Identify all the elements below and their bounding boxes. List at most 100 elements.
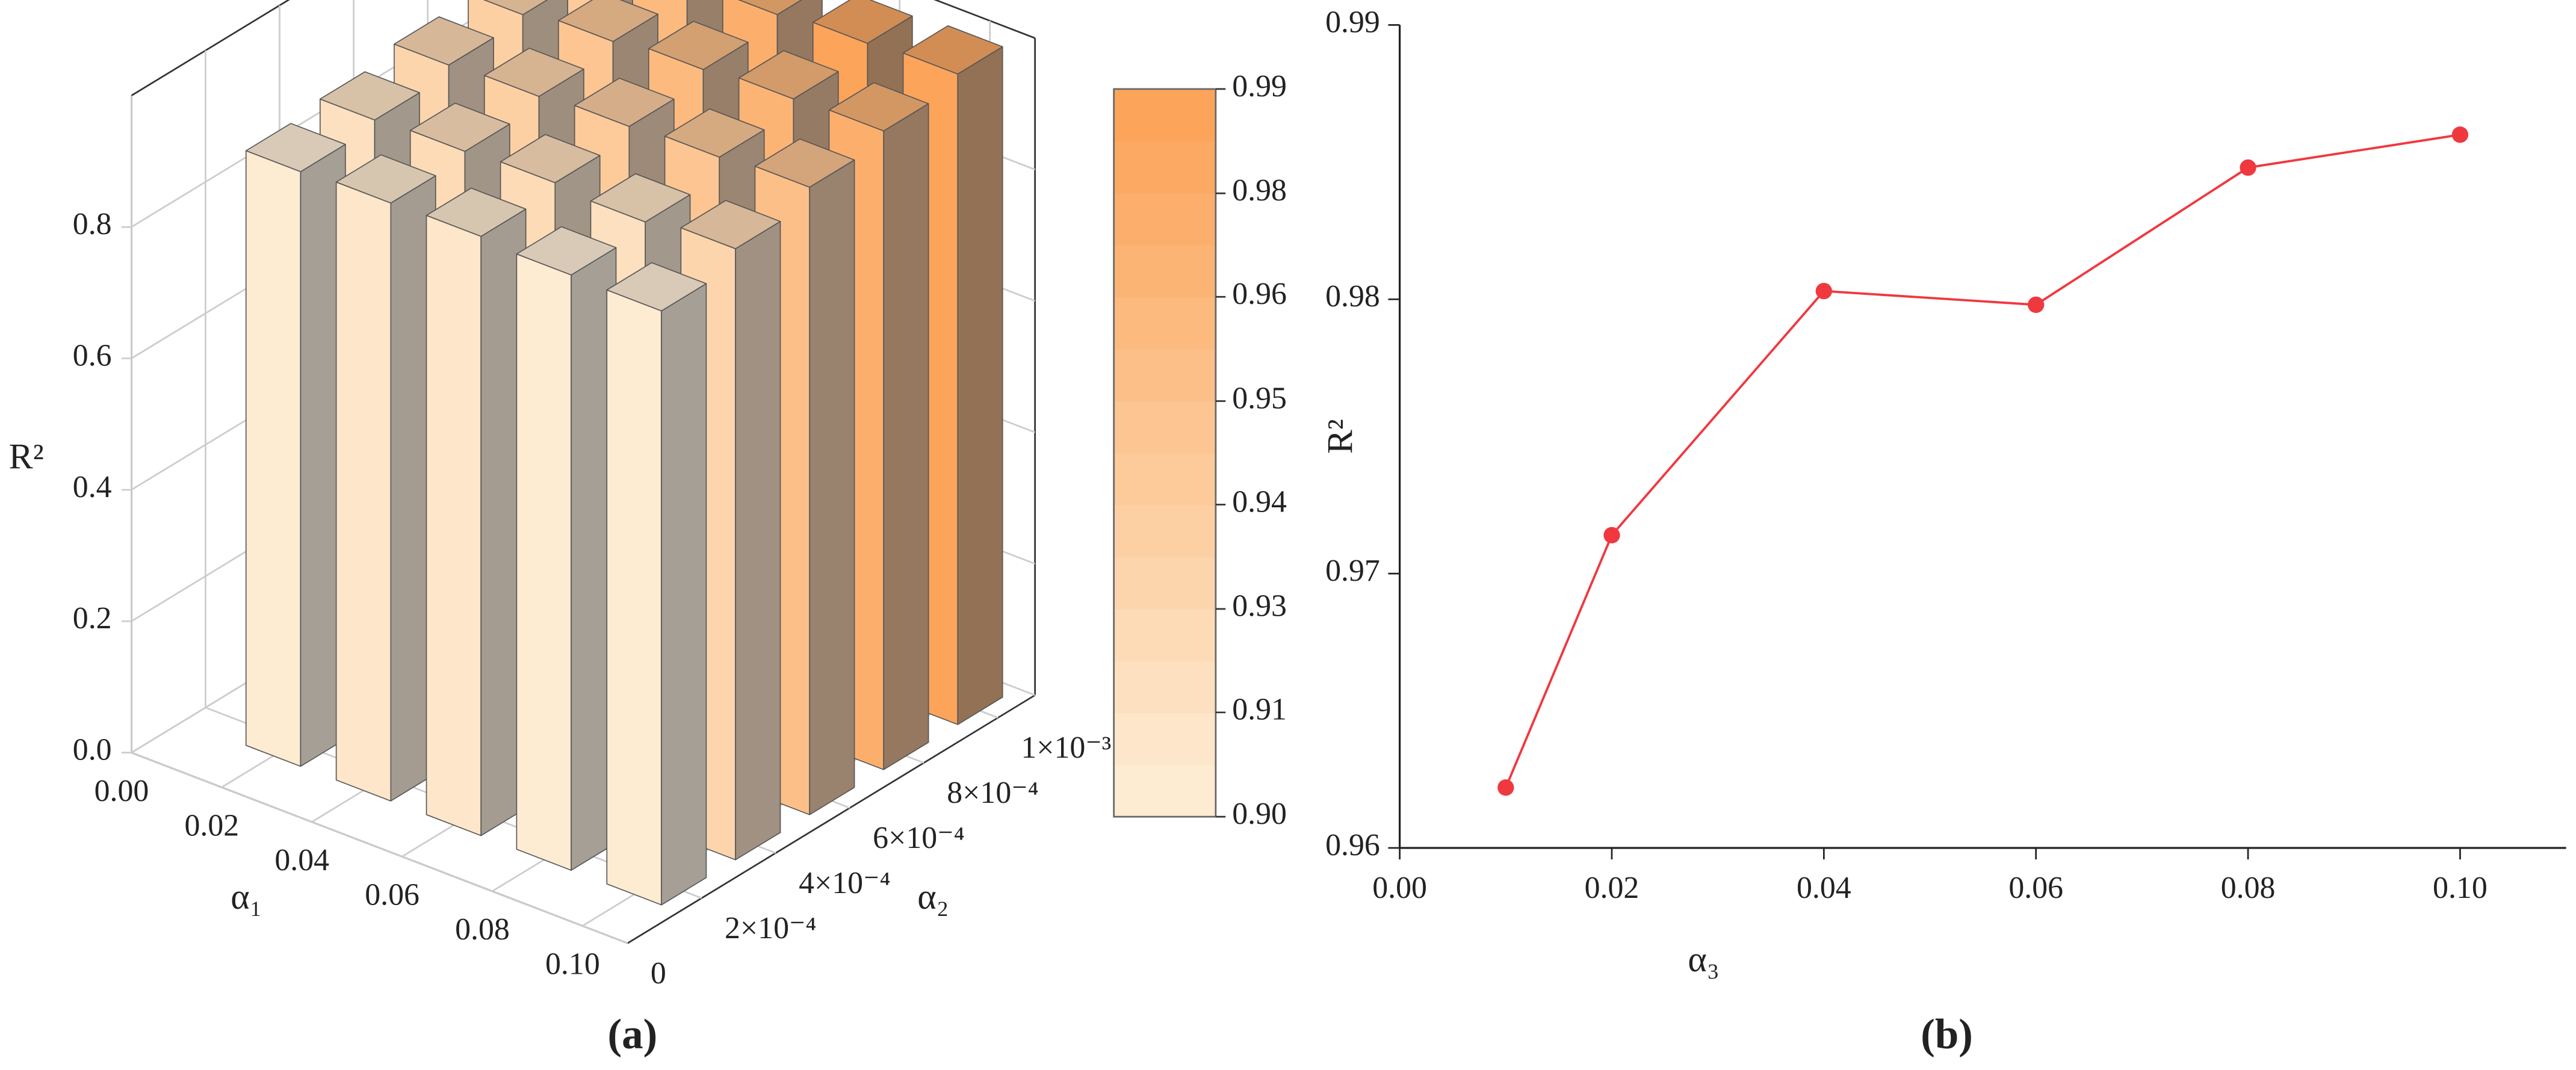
colorbar-frame: [1113, 88, 1217, 818]
x-tick-label: 0.08: [2221, 871, 2276, 905]
bar-top: [516, 226, 617, 276]
colorbar-band: [1113, 348, 1216, 401]
bar3d: [335, 154, 436, 802]
colorbar-band: [1113, 557, 1216, 610]
x-tick-label: 0.02: [1585, 871, 1639, 905]
axis-line: [627, 694, 1036, 944]
bar-top: [558, 0, 658, 42]
x-tick-label: 0.04: [274, 843, 329, 877]
bar-side: [883, 103, 929, 770]
bar3d: [426, 187, 527, 837]
colorbar-tick-label: 0.98: [1232, 173, 1287, 208]
colorbar-band: [1113, 245, 1216, 298]
bar-side: [661, 283, 707, 906]
colorbar-band: [1113, 661, 1216, 714]
bar3d: [245, 123, 346, 767]
colorbar-band: [1113, 401, 1216, 454]
data-point: [2028, 296, 2045, 314]
y-tick-label: 1×10⁻³: [1021, 731, 1111, 765]
x-tick-label: 0.00: [94, 774, 149, 808]
bar-top: [738, 0, 802, 16]
data-point: [2240, 159, 2256, 176]
bar3d: [606, 262, 707, 906]
y-tick-label: 0: [651, 956, 666, 991]
y-tick-label: 0.99: [1325, 5, 1380, 39]
axis-line: [933, 0, 1036, 39]
colorbar-band: [1113, 193, 1216, 246]
bar-top: [500, 134, 601, 184]
y-tick-label: 0.96: [1325, 828, 1380, 862]
bar-top: [680, 200, 781, 250]
colorbar-band: [1113, 504, 1216, 558]
bar-top: [320, 71, 420, 121]
z-tick-label: 0.4: [73, 470, 112, 504]
bar-top: [335, 154, 436, 204]
colorbar-tick-label: 0.93: [1232, 589, 1287, 623]
x-axis-title: α₃: [1688, 939, 1719, 979]
bar-front: [245, 150, 302, 767]
z-tick-label: 0.8: [73, 207, 112, 241]
bar-top: [483, 48, 584, 97]
grid-line: [131, 752, 628, 944]
x-tick-label: 0.10: [545, 947, 600, 982]
bar-top: [606, 262, 707, 312]
colorbar-band: [1113, 608, 1216, 661]
panel-label: (b): [1921, 1011, 1973, 1058]
bar-top: [828, 82, 929, 132]
bar-front: [335, 181, 392, 802]
z-tick-label: 0.2: [73, 601, 112, 636]
bar-top: [394, 16, 494, 66]
data-point: [1815, 282, 1832, 300]
y-tick-label: 8×10⁻⁴: [947, 776, 1039, 810]
colorbar-band: [1113, 141, 1216, 194]
x-tick-label: 0.06: [2008, 871, 2063, 905]
colorbar-tick-label: 0.91: [1232, 693, 1287, 727]
z-tick-label: 0.6: [73, 338, 112, 373]
colorbar-band: [1113, 88, 1216, 142]
bar-top: [902, 25, 1003, 75]
bar3d: [516, 226, 617, 871]
colorbar-band: [1113, 297, 1216, 350]
colorbar-tick-label: 0.99: [1232, 69, 1287, 104]
z-tick-label: 0.0: [73, 733, 112, 767]
bar-front: [516, 253, 572, 871]
axis-line: [131, 0, 290, 96]
colorbar-tick-label: 0.94: [1232, 484, 1287, 519]
x-tick-label: 0.00: [1372, 871, 1427, 905]
colorbar-band: [1113, 713, 1216, 765]
bar-top: [574, 78, 675, 127]
bar-top: [664, 108, 765, 158]
z-axis-title: R²: [9, 436, 44, 477]
y-tick-label: 0.98: [1325, 279, 1380, 314]
y-axis-title: α₂: [917, 876, 949, 917]
x-tick-label: 0.06: [365, 878, 420, 912]
bar-top: [812, 0, 913, 44]
bar-top: [426, 187, 527, 237]
y-tick-label: 0.97: [1325, 554, 1380, 588]
data-line: [1505, 133, 2460, 788]
data-point: [1603, 527, 1620, 543]
data-point: [1497, 779, 1514, 796]
x-axis-title: α₁: [231, 876, 262, 917]
x-tick-label: 0.10: [2433, 871, 2488, 905]
bar-top: [483, 0, 548, 16]
y-axis-title: R²: [1320, 419, 1360, 454]
y-tick-label: 6×10⁻⁴: [873, 821, 965, 855]
colorbar-band: [1113, 764, 1216, 817]
bar-top: [754, 138, 855, 188]
bar-top: [245, 123, 346, 173]
bar-top: [648, 20, 749, 70]
bar-side: [735, 221, 781, 861]
colorbar-tick-label: 0.96: [1232, 277, 1287, 311]
bar-side: [809, 159, 855, 815]
panel-label: (a): [608, 1011, 658, 1058]
x-tick-label: 0.04: [1797, 871, 1851, 905]
bar-side: [957, 46, 1003, 725]
bar-front: [606, 289, 662, 906]
bar-top: [738, 50, 839, 100]
x-tick-label: 0.02: [184, 808, 239, 843]
colorbar-tick-label: 0.90: [1232, 797, 1287, 831]
y-tick-label: 2×10⁻⁴: [725, 911, 817, 945]
data-point: [2451, 126, 2469, 143]
